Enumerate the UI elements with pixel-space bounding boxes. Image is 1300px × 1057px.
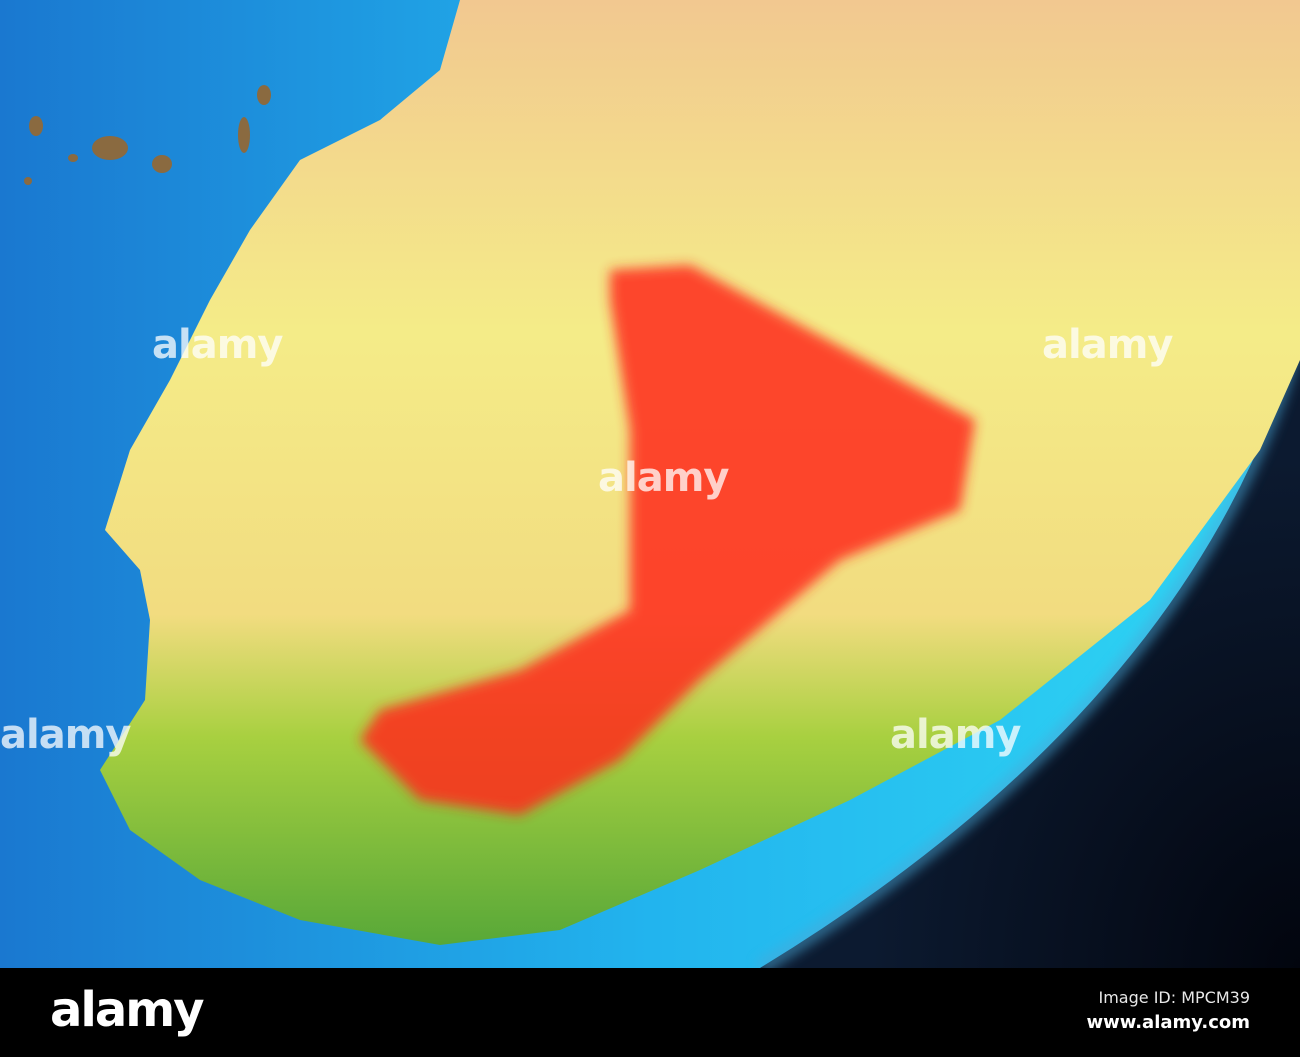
watermark: alamy (1042, 322, 1173, 368)
outer-space (760, 330, 1300, 968)
watermark: alamy (152, 322, 283, 368)
website-link[interactable]: www.alamy.com (1086, 1012, 1250, 1033)
globe-map (0, 0, 1300, 968)
watermark: alamy (890, 712, 1021, 758)
canary-islands (24, 85, 271, 185)
alamy-logo: alamy (50, 982, 205, 1038)
image-id: Image ID: MPCM39 (1098, 988, 1251, 1007)
mali-country-highlight (360, 265, 975, 815)
footer-bar: alamy Image ID: MPCM39 www.alamy.com (0, 968, 1300, 1057)
watermark: alamy (598, 455, 729, 501)
watermark: alamy (0, 712, 131, 758)
